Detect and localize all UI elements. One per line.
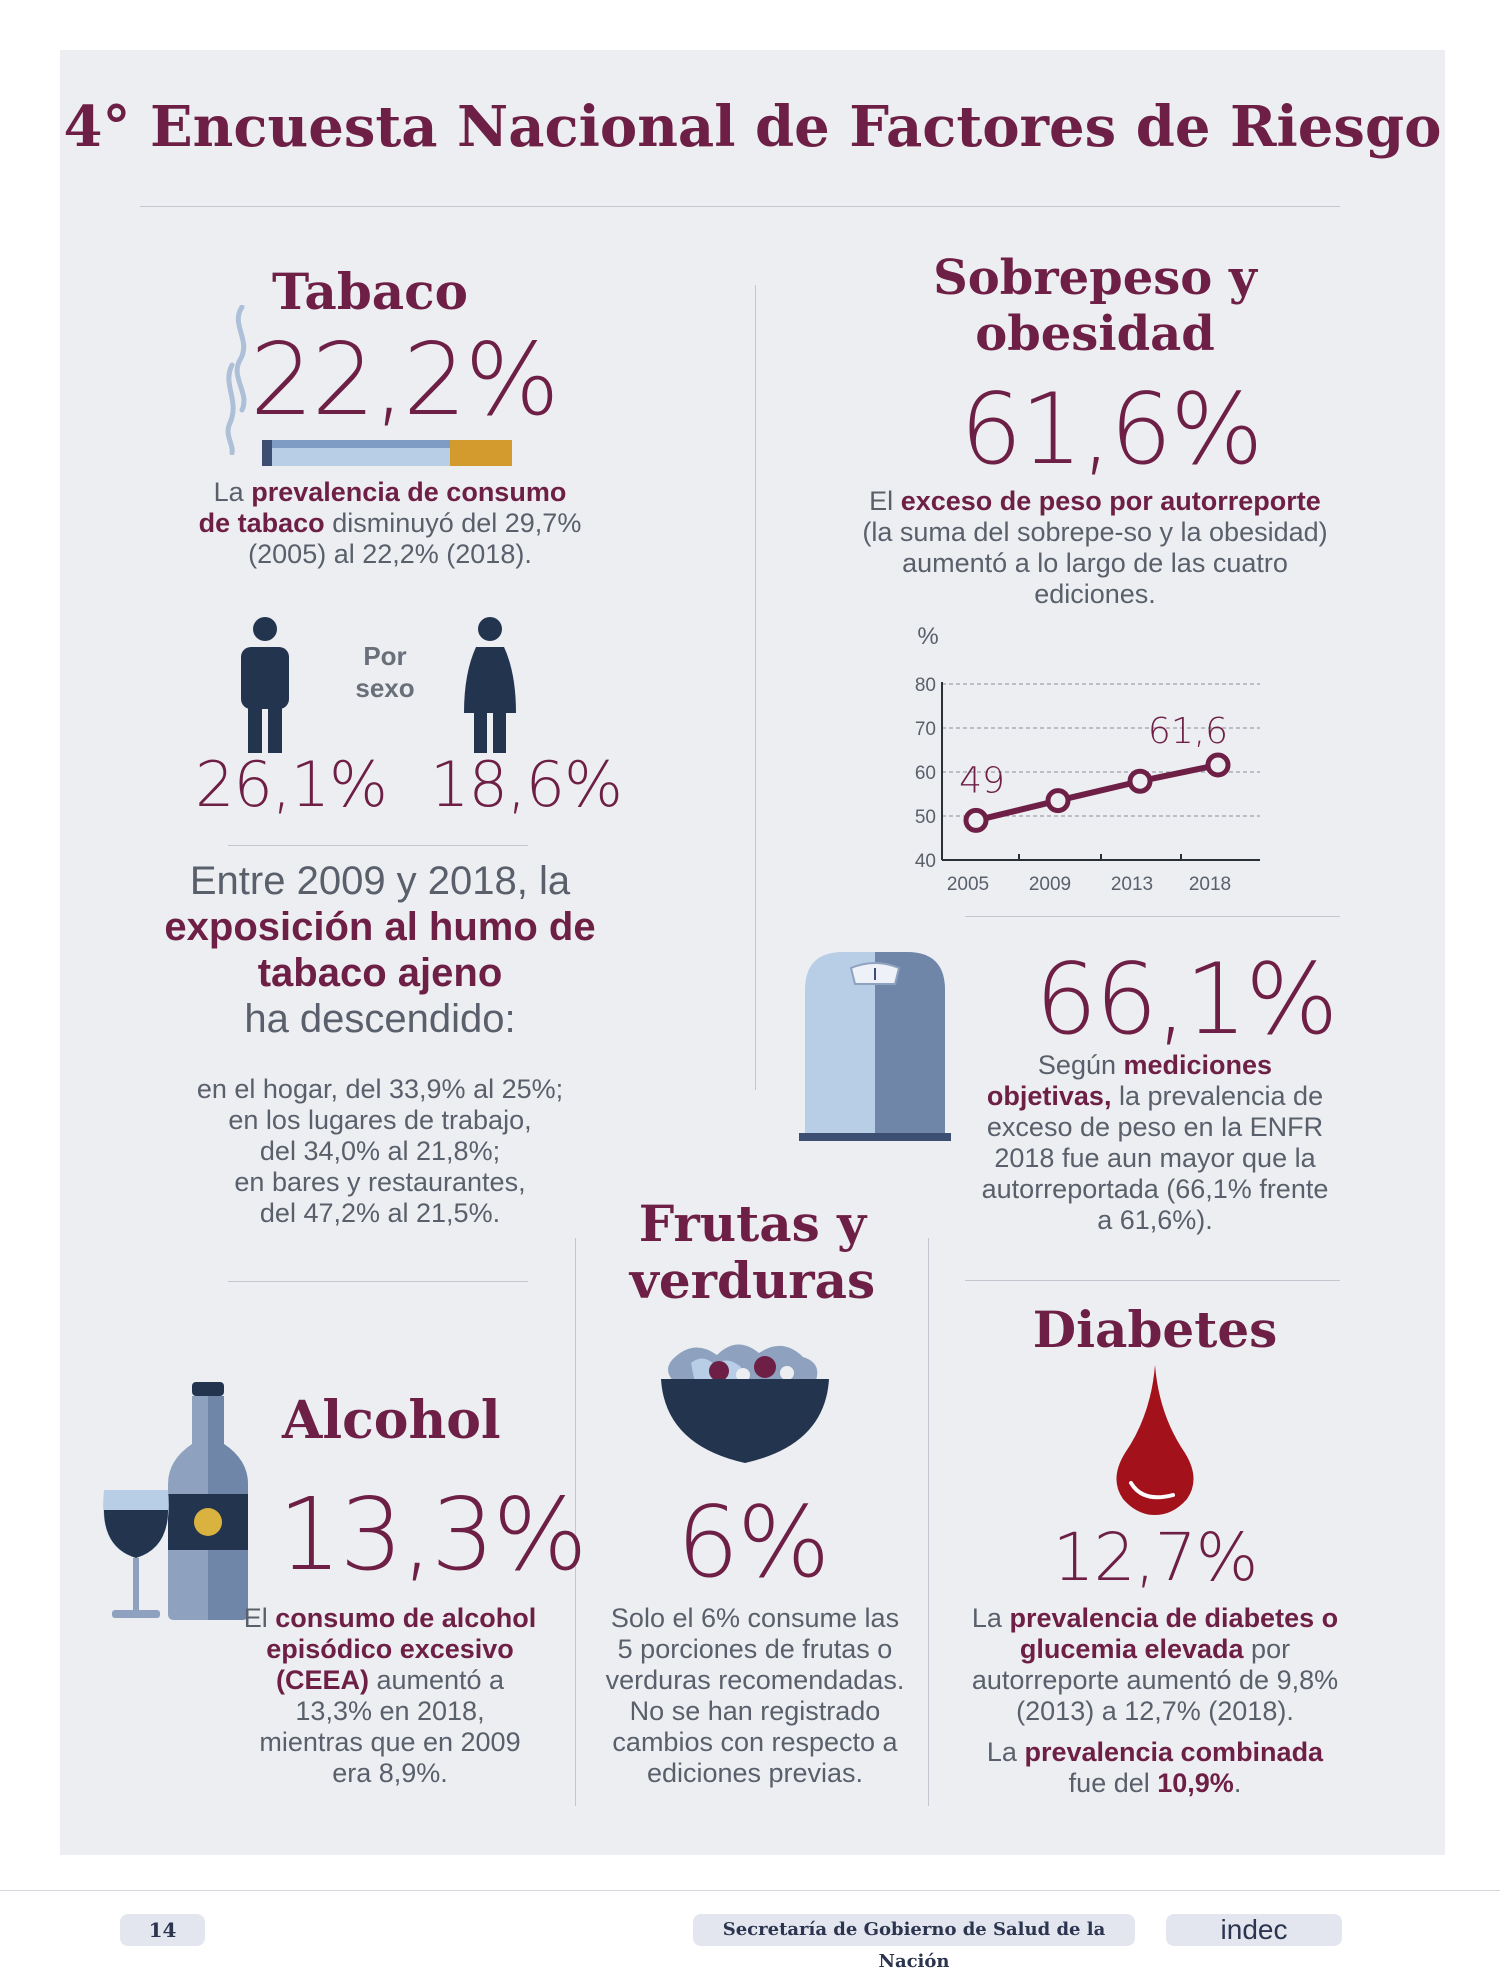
y-tick-label: 70 bbox=[915, 719, 936, 740]
tabaco-value: 22,2% bbox=[250, 321, 560, 438]
sobrepeso-heading: Sobrepeso y obesidad bbox=[933, 250, 1257, 362]
data-label: 49 bbox=[959, 760, 1005, 801]
diabetes-combined: La prevalencia combinada fue del 10,9%. bbox=[986, 1737, 1324, 1798]
cigarette-icon bbox=[262, 440, 512, 466]
data-point bbox=[1127, 768, 1153, 794]
data-point bbox=[1045, 788, 1071, 814]
infographic-panel bbox=[60, 50, 1445, 1855]
y-tick-label: 40 bbox=[915, 851, 936, 872]
diabetes-description: La prevalencia de diabetes o glucemia el… bbox=[971, 1603, 1339, 1726]
y-tick-label: 60 bbox=[915, 763, 936, 784]
series-line bbox=[975, 762, 1219, 824]
sobrepeso-description: El exceso de peso por autorreporte (la s… bbox=[862, 486, 1328, 609]
salad-bowl-icon bbox=[661, 1344, 829, 1463]
x-tick-label: 2005 bbox=[947, 874, 989, 895]
female-person-icon bbox=[464, 617, 516, 753]
female-value: 18,6% bbox=[430, 748, 623, 821]
wine-glass-icon bbox=[103, 1490, 169, 1618]
left-divider-bottom bbox=[228, 1281, 528, 1282]
objective-value: 66,1% bbox=[1035, 943, 1338, 1057]
male-person-icon bbox=[241, 617, 289, 753]
frutas-value: 6% bbox=[676, 1486, 830, 1600]
exposure-details: en el hogar, del 33,9% al 25%; en los lu… bbox=[196, 1074, 564, 1228]
data-point bbox=[963, 807, 989, 833]
right-divider-bottom bbox=[965, 1280, 1340, 1281]
tabaco-description: La prevalencia de consumo de tabaco dism… bbox=[198, 477, 582, 569]
sobrepeso-value: 61,6% bbox=[960, 373, 1263, 487]
smoke-icon bbox=[225, 305, 247, 455]
diabetes-value: 12,7% bbox=[1052, 1519, 1259, 1596]
line-chart: % 40 50 60 70 80 2005 2009 2013 2018 49 61,6 bbox=[915, 623, 1260, 895]
blood-drop-icon bbox=[1116, 1365, 1194, 1515]
scale-icon bbox=[799, 952, 951, 1141]
male-value: 26,1% bbox=[195, 748, 388, 821]
y-tick-label: 80 bbox=[915, 675, 936, 696]
data-point bbox=[1205, 752, 1231, 778]
brand-badge: indec bbox=[1166, 1914, 1342, 1946]
alcohol-heading: Alcohol bbox=[282, 1390, 501, 1451]
exposure-statement: Entre 2009 y 2018, la exposición al humo… bbox=[164, 859, 596, 1041]
ministry-badge: Secretaría de Gobierno de Salud de la Na… bbox=[693, 1914, 1135, 1972]
title-divider bbox=[140, 206, 1340, 207]
x-tick-label: 2009 bbox=[1029, 874, 1071, 895]
data-label: 61,6 bbox=[1148, 711, 1228, 752]
page-title: 4° Encuesta Nacional de Factores de Ries… bbox=[63, 94, 1442, 160]
x-tick-label: 2013 bbox=[1111, 874, 1153, 895]
frutas-description: Solo el 6% consume las 5 porciones de fr… bbox=[605, 1603, 905, 1788]
y-tick-label: 50 bbox=[915, 807, 936, 828]
objective-description: Según mediciones objetivas, la prevalenc… bbox=[981, 1050, 1329, 1235]
page-number: 14 bbox=[148, 1918, 177, 1942]
y-axis-label: % bbox=[917, 623, 938, 650]
frutas-right-divider bbox=[928, 1238, 929, 1806]
alcohol-description: El consumo de alcohol episódico excesivo… bbox=[243, 1603, 537, 1788]
page-number-badge: 14 bbox=[120, 1914, 205, 1946]
tabaco-heading: Tabaco bbox=[272, 262, 468, 321]
alcohol-value: 13,3% bbox=[278, 1476, 588, 1593]
brand-logo: indec bbox=[1220, 1914, 1288, 1945]
diabetes-heading: Diabetes bbox=[1032, 1300, 1278, 1359]
tabaco-divider bbox=[228, 845, 528, 846]
frutas-left-divider bbox=[575, 1238, 576, 1806]
ministry-label: Secretaría de Gobierno de Salud de la Na… bbox=[722, 1919, 1106, 1972]
bottle-icon bbox=[168, 1382, 248, 1620]
frutas-heading: Frutas y verduras bbox=[629, 1194, 876, 1310]
x-tick-label: 2018 bbox=[1189, 874, 1231, 895]
sobrepeso-divider bbox=[965, 916, 1340, 917]
center-divider-top bbox=[755, 285, 756, 1090]
por-sexo-label: Por sexo bbox=[355, 641, 415, 703]
footer-divider bbox=[0, 1890, 1500, 1891]
